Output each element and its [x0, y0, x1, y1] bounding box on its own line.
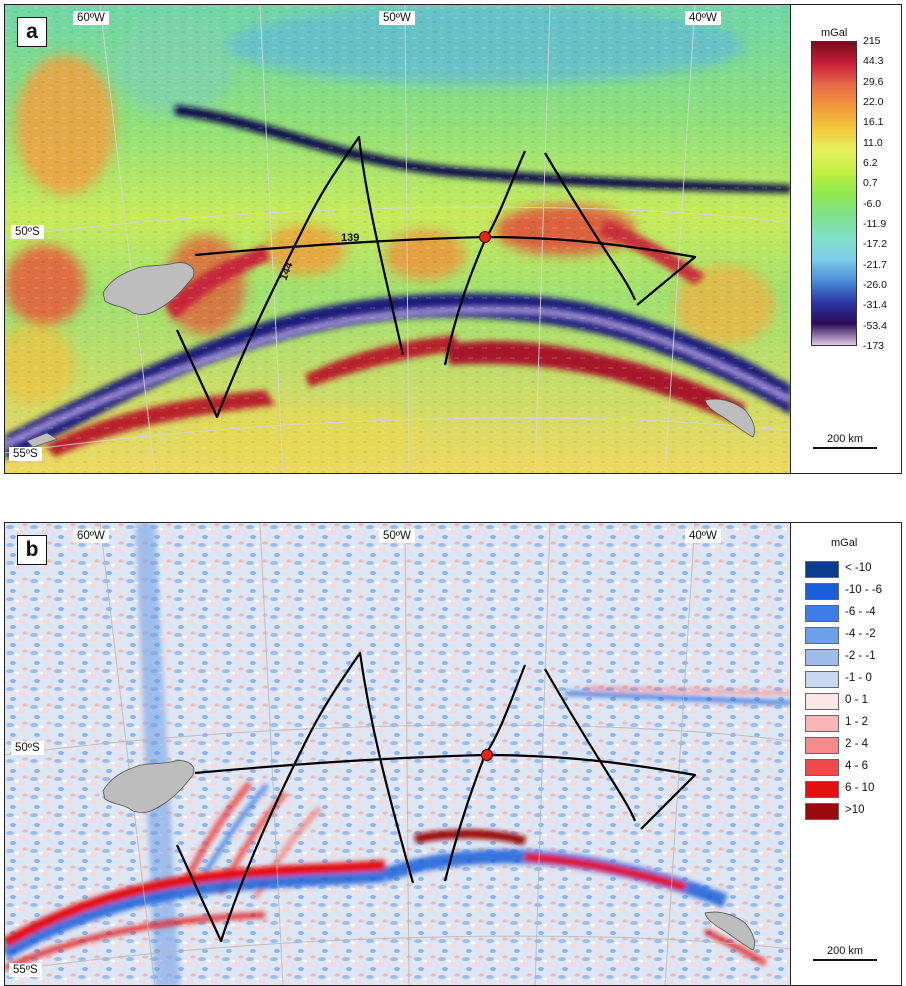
legend-class-swatch — [805, 715, 839, 732]
colorbar-tick-label: -6.0 — [863, 197, 882, 210]
legend-class-label: 2 - 4 — [845, 738, 869, 750]
colorbar-tick-label: -31.4 — [863, 299, 887, 312]
map-b-image — [5, 523, 790, 985]
graticule-a — [5, 5, 790, 473]
colorbar-tick-label: -173 — [863, 340, 885, 352]
legend-class-swatch — [805, 671, 839, 688]
legend-class-swatch — [805, 759, 839, 776]
colorbar-legend-a: mGal 215 44.3 29.6 22.0 16.1 11.0 6.2 0.7 -6.0 -1… — [791, 5, 901, 473]
colorbar-tick-label: 22.0 — [863, 96, 884, 108]
colorbar-tick-label: -53.4 — [863, 319, 887, 332]
graticule-b — [5, 523, 790, 985]
lon-label-50w-b: 50ºW — [379, 529, 415, 543]
map-a-area: 139 144 a 60ºW 50ºW 40ºW 50ºS 55ºS — [5, 5, 791, 473]
colorbar-tick-label: 11.0 — [863, 136, 883, 149]
scale-bar-line-a — [813, 447, 877, 449]
legend-class-label: -2 - -1 — [845, 650, 876, 662]
panel-b-residual-anomaly-map: b 60ºW 50ºW 40ºW 50ºS 55ºS mGal < -10 -10… — [4, 522, 902, 986]
lon-label-60w-b: 60ºW — [73, 529, 109, 543]
legend-class-swatch — [805, 803, 839, 820]
south-georgia — [704, 398, 755, 438]
lat-label-55s-b: 55ºS — [9, 963, 42, 977]
class-legend-b: mGal < -10 -10 - -6 -6 - -4 -4 - -2 -2 - -1 -… — [791, 523, 901, 985]
legend-class-swatch — [805, 583, 839, 600]
scale-bar-label-b: 200 km — [826, 945, 864, 957]
colorbar-tick-label: -11.9 — [863, 218, 887, 230]
lat-label-50s-b: 50ºS — [11, 741, 44, 755]
legend-class-label: -6 - -4 — [845, 606, 876, 618]
profile-label-139: 139 — [341, 232, 359, 244]
legend-class-label: 6 - 10 — [845, 782, 875, 794]
colorbar-a — [811, 41, 857, 346]
legend-class-label: -10 - -6 — [845, 584, 883, 596]
falkland-islands — [102, 262, 195, 315]
scale-bar-label-a: 200 km — [826, 433, 864, 445]
legend-class-swatch — [805, 649, 839, 666]
colorbar-tick-label: 29.6 — [863, 75, 884, 88]
colorbar-tick-label: 16.1 — [863, 116, 884, 129]
lon-label-50w: 50ºW — [379, 11, 415, 25]
panel-letter-b: b — [17, 535, 47, 565]
legend-class-label: >10 — [845, 804, 865, 816]
profile-intersection-marker-b — [481, 749, 493, 761]
scale-bar-b: 200 km — [813, 945, 877, 961]
colorbar-tick-label: 44.3 — [863, 55, 884, 68]
map-b-area: b 60ºW 50ºW 40ºW 50ºS 55ºS — [5, 523, 791, 985]
lon-label-60w: 60ºW — [73, 11, 109, 25]
legend-class-label: 4 - 6 — [845, 760, 869, 772]
scale-bar-line-b — [813, 959, 877, 961]
panel-letter-a: a — [17, 17, 47, 47]
falkland-islands-b — [102, 760, 195, 813]
legend-class-swatch — [805, 605, 839, 622]
panel-a-gravity-anomaly-map: 139 144 a 60ºW 50ºW 40ºW 50ºS 55ºS mGal … — [4, 4, 902, 474]
unit-label-a: mGal — [821, 27, 848, 39]
colorbar-tick-label: 215 — [863, 35, 881, 47]
colorbar-tick-label: -17.2 — [863, 238, 887, 251]
map-a-image: 139 144 — [5, 5, 790, 473]
legend-class-swatch — [805, 781, 839, 798]
lat-label-50s: 50ºS — [11, 225, 44, 239]
colorbar-tick-label: 0.7 — [863, 177, 878, 190]
lon-label-40w-b: 40ºW — [685, 529, 721, 543]
colorbar-tick-label: 6.2 — [863, 157, 878, 169]
colorbar-tick-label: -26.0 — [863, 279, 887, 291]
legend-class-label: -1 - 0 — [845, 672, 872, 684]
lon-label-40w: 40ºW — [685, 11, 721, 25]
colorbar-tick-label: -21.7 — [863, 258, 887, 271]
legend-class-swatch — [805, 693, 839, 710]
legend-class-label: 0 - 1 — [845, 694, 869, 706]
legend-class-swatch — [805, 737, 839, 754]
legend-class-swatch — [805, 627, 839, 644]
legend-class-label: 1 - 2 — [845, 716, 869, 728]
lat-label-55s: 55ºS — [9, 447, 42, 461]
legend-class-label: -4 - -2 — [845, 628, 876, 640]
legend-class-swatch — [805, 561, 839, 578]
unit-label-b: mGal — [831, 537, 858, 549]
scale-bar-a: 200 km — [813, 433, 877, 449]
legend-class-label: < -10 — [845, 562, 872, 574]
south-georgia-b — [704, 911, 755, 951]
profile-intersection-marker — [479, 231, 491, 243]
